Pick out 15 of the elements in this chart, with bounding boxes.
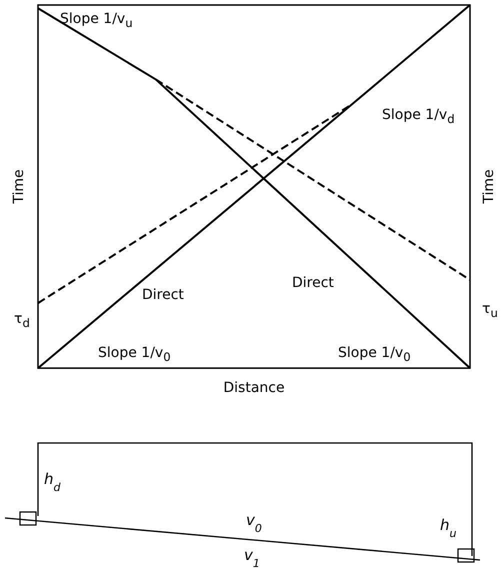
text: v$_{1}$ xyxy=(244,546,260,570)
x-axis-title: Distance xyxy=(223,380,285,396)
y2-axis-title: Time xyxy=(481,169,497,205)
text: v$_{0}$ xyxy=(246,511,262,534)
annotation: Direct xyxy=(142,287,184,303)
text: τ$_{d}$ xyxy=(14,311,30,330)
text: h$_{u}$ xyxy=(440,516,457,540)
annotation: Slope 1/v$_{d}$ xyxy=(382,107,455,126)
annotation: Slope 1/v$_{0}$ xyxy=(98,345,171,364)
text: h$_{d}$ xyxy=(44,470,62,494)
annotation: Slope 1/v$_{0}$ xyxy=(338,345,411,364)
text: τ$_{u}$ xyxy=(482,301,498,320)
annotation: Direct xyxy=(292,275,334,291)
annotation: Slope 1/v$_{u}$ xyxy=(60,11,133,30)
y-axis-title: Time xyxy=(11,169,27,205)
